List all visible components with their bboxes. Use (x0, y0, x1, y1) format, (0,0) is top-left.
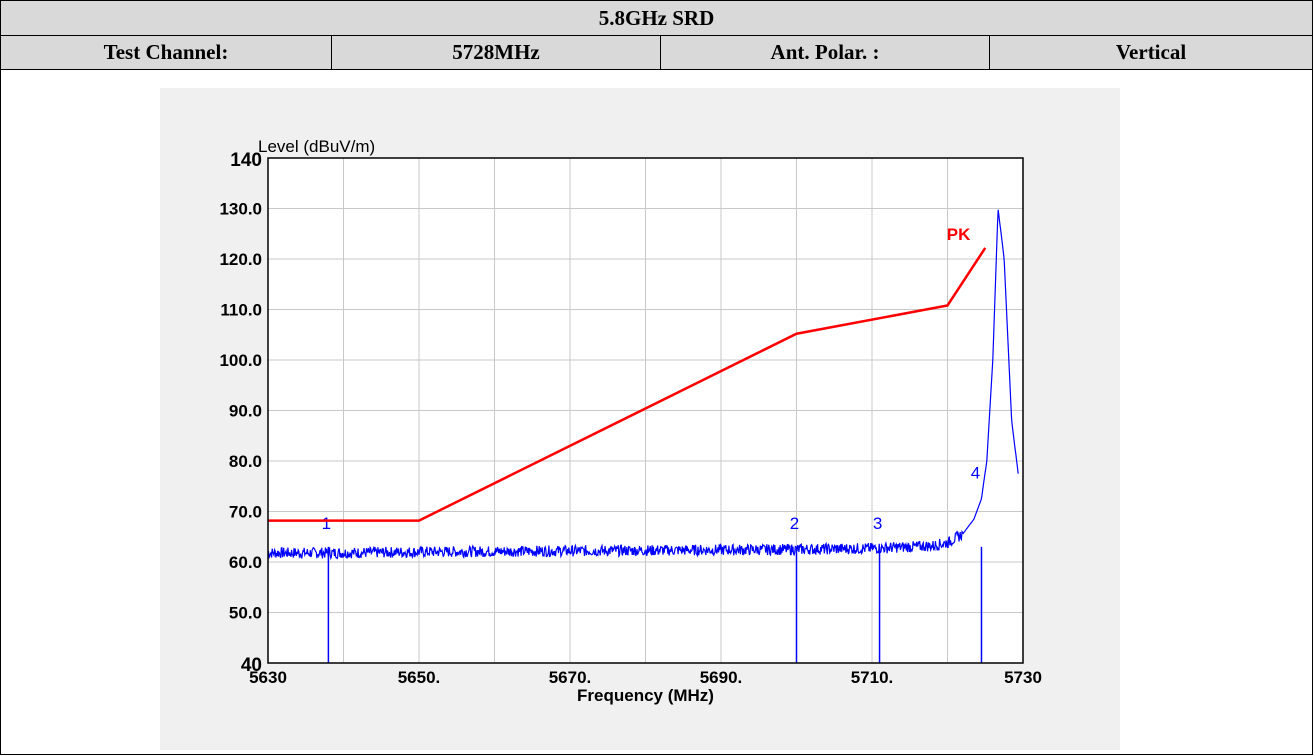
x-axis-label: Frequency (MHz) (577, 686, 714, 705)
grid (268, 158, 1023, 663)
x-tick-label: 5730 (1004, 668, 1042, 687)
annotations: PK (947, 225, 971, 244)
test-channel-value: 5728MHz (331, 35, 661, 70)
x-tick-label: 5650. (398, 668, 441, 687)
marker-label-4: 4 (971, 464, 980, 483)
y-tick-label: 80.0 (229, 452, 262, 471)
ant-polar-value: Vertical (989, 35, 1313, 70)
x-tick-label: 5710. (851, 668, 894, 687)
x-tick-label: 5690. (700, 668, 743, 687)
emission-chart: 40 50.0 60.0 70.0 80.0 90.0 100.0 110.0 120.0 130… (219, 137, 1041, 705)
y-tick-label: 40 (241, 655, 262, 676)
series-line-pk (268, 247, 987, 522)
markers: 1 2 3 4 (322, 464, 983, 663)
y-tick-label: 70.0 (229, 503, 262, 522)
y-tick-label: 110.0 (220, 301, 262, 320)
plot-cell (0, 70, 1313, 755)
header-table: 5.8GHz SRD Test Channel: 5728MHz Ant. Po… (0, 0, 1313, 70)
marker-label-3: 3 (873, 514, 882, 533)
x-tick-label: 5670. (549, 668, 592, 687)
marker-label-1: 1 (322, 514, 331, 533)
axis-ticks: 40 50.0 60.0 70.0 80.0 90.0 100.0 110.0 120.0 130… (219, 150, 1041, 687)
y-tick-label: 120.0 (219, 250, 262, 269)
y-tick-label: 140 (230, 150, 262, 171)
ant-polar-label: Ant. Polar. : (660, 35, 990, 70)
annotation-pk: PK (947, 225, 971, 244)
marker-label-2: 2 (790, 514, 799, 533)
plot-frame (267, 157, 1024, 664)
plot-panel: 40 50.0 60.0 70.0 80.0 90.0 100.0 110.0 120.0 130… (160, 88, 1120, 750)
y-tick-label: 130.0 (219, 200, 262, 219)
report-title: 5.8GHz SRD (0, 0, 1313, 36)
y-tick-label: 100.0 (219, 351, 262, 370)
series (267, 209, 1019, 561)
series-trace-blue (267, 209, 1019, 561)
y-tick-label: 50.0 (229, 604, 262, 623)
y-axis-label: Level (dBuV/m) (258, 137, 375, 156)
x-tick-label: 5630 (249, 668, 287, 687)
y-tick-label: 60.0 (229, 553, 262, 572)
y-tick-label: 90.0 (229, 402, 262, 421)
test-channel-label: Test Channel: (0, 35, 332, 70)
